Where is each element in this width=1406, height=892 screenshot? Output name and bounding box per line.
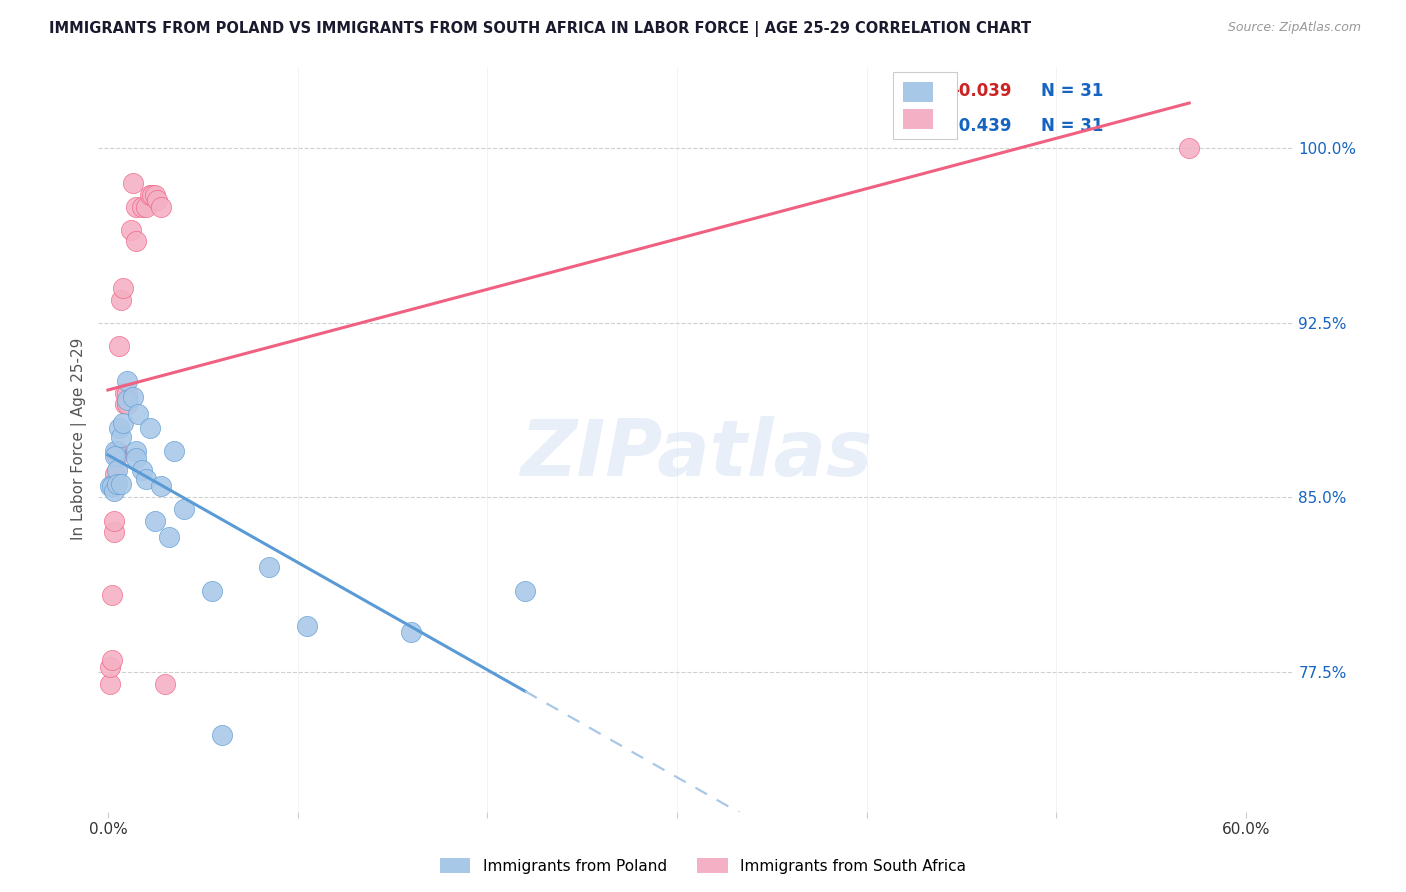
- Point: [100, 479, 122, 493]
- Point: [110, 293, 132, 307]
- Point: [105, 462, 128, 476]
- Legend: , : ,: [893, 71, 956, 139]
- Point: [401, 625, 423, 640]
- Point: [125, 444, 148, 458]
- Point: [150, 200, 173, 214]
- Point: [135, 472, 157, 486]
- Text: ZIPatlas: ZIPatlas: [520, 417, 872, 492]
- Point: [515, 583, 537, 598]
- Point: [115, 374, 138, 388]
- Text: -0.039: -0.039: [952, 82, 1012, 100]
- Point: [98, 660, 121, 674]
- Point: [115, 385, 138, 400]
- Point: [146, 193, 169, 207]
- Point: [110, 476, 132, 491]
- Point: [141, 188, 163, 202]
- Point: [105, 449, 128, 463]
- Text: N = 31: N = 31: [1040, 117, 1104, 136]
- Point: [103, 483, 125, 498]
- Point: [103, 514, 125, 528]
- Point: [120, 223, 142, 237]
- Point: [104, 467, 127, 482]
- Point: [1178, 141, 1201, 155]
- Point: [295, 618, 318, 632]
- Point: [201, 583, 224, 598]
- Point: [98, 676, 121, 690]
- Point: [108, 339, 131, 353]
- Point: [127, 407, 149, 421]
- Text: 0.439: 0.439: [952, 117, 1011, 136]
- Point: [115, 392, 138, 407]
- Point: [104, 474, 127, 488]
- Point: [104, 444, 127, 458]
- Point: [112, 416, 135, 430]
- Legend: Immigrants from Poland, Immigrants from South Africa: Immigrants from Poland, Immigrants from …: [434, 852, 972, 880]
- Point: [173, 502, 195, 516]
- Point: [103, 479, 125, 493]
- Point: [143, 514, 166, 528]
- Point: [153, 676, 176, 690]
- Text: N = 31: N = 31: [1040, 82, 1104, 100]
- Point: [131, 462, 153, 476]
- Text: R =: R =: [907, 117, 943, 136]
- Point: [125, 200, 148, 214]
- Point: [138, 420, 160, 434]
- Point: [105, 476, 128, 491]
- Point: [135, 200, 157, 214]
- Point: [100, 588, 122, 602]
- Point: [110, 430, 132, 444]
- Point: [211, 728, 233, 742]
- Point: [157, 530, 180, 544]
- Point: [121, 176, 143, 190]
- Point: [125, 235, 148, 249]
- Y-axis label: In Labor Force | Age 25-29: In Labor Force | Age 25-29: [72, 338, 87, 541]
- Point: [103, 525, 125, 540]
- Point: [143, 188, 166, 202]
- Point: [98, 479, 121, 493]
- Point: [138, 188, 160, 202]
- Point: [115, 397, 138, 411]
- Point: [100, 653, 122, 667]
- Point: [105, 444, 128, 458]
- Point: [257, 560, 280, 574]
- Text: Source: ZipAtlas.com: Source: ZipAtlas.com: [1227, 21, 1361, 34]
- Point: [114, 397, 136, 411]
- Point: [108, 420, 131, 434]
- Point: [112, 281, 135, 295]
- Point: [121, 391, 143, 405]
- Point: [114, 385, 136, 400]
- Text: R =: R =: [907, 82, 943, 100]
- Point: [104, 449, 127, 463]
- Point: [125, 450, 148, 465]
- Point: [131, 200, 153, 214]
- Text: IMMIGRANTS FROM POLAND VS IMMIGRANTS FROM SOUTH AFRICA IN LABOR FORCE | AGE 25-2: IMMIGRANTS FROM POLAND VS IMMIGRANTS FRO…: [49, 21, 1032, 37]
- Point: [163, 444, 186, 458]
- Point: [150, 479, 173, 493]
